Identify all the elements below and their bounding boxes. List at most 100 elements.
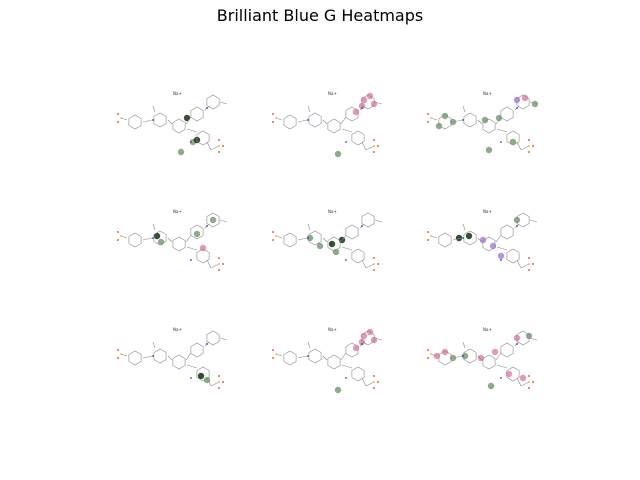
molecule-drawing	[117, 212, 228, 271]
bond	[496, 246, 508, 251]
heteroatom	[427, 349, 429, 351]
aromatic-ring	[206, 330, 220, 346]
bond	[142, 355, 153, 359]
heteroatom	[373, 387, 375, 389]
heteroatom	[345, 377, 347, 379]
counterion-label: Na+	[173, 327, 182, 332]
heteroatom	[373, 269, 375, 271]
heteroatom	[117, 121, 119, 123]
heteroatom	[373, 381, 375, 383]
bond	[529, 337, 538, 341]
heat-spot	[197, 372, 205, 380]
heteroatom	[272, 231, 274, 233]
heat-spot	[497, 252, 505, 260]
aromatic-ring	[196, 366, 210, 382]
bond	[120, 353, 128, 357]
heat-spot	[332, 248, 340, 256]
heat-spot	[455, 234, 463, 242]
heteroatom	[117, 113, 119, 115]
bond	[297, 119, 308, 123]
bond	[322, 355, 328, 361]
heteroatom	[427, 239, 429, 241]
heteroatom	[218, 257, 220, 259]
heteroatom	[218, 145, 220, 147]
bond	[340, 352, 347, 361]
heteroatom	[427, 113, 429, 115]
heteroatom	[272, 121, 274, 123]
heteroatom	[528, 381, 530, 383]
bond	[307, 341, 311, 349]
bond	[167, 355, 173, 361]
bond	[142, 237, 153, 241]
heteroatom	[152, 237, 154, 239]
heat-spot	[316, 242, 324, 250]
aromatic-ring	[345, 106, 359, 122]
bond	[452, 119, 463, 123]
molecule-drawing	[272, 92, 383, 158]
bond	[186, 364, 198, 369]
bond	[219, 219, 228, 223]
heteroatom	[117, 349, 119, 351]
bond	[462, 223, 466, 231]
heat-spot	[334, 150, 342, 158]
heteroatom	[373, 139, 375, 141]
bond	[496, 128, 508, 133]
aromatic-ring	[516, 330, 530, 346]
heat-spot	[521, 94, 529, 102]
heteroatom	[500, 377, 502, 379]
heteroatom	[345, 259, 347, 261]
heat-spot	[334, 386, 342, 394]
bond	[297, 237, 308, 241]
heat-spot	[358, 338, 366, 346]
heteroatom	[532, 145, 534, 147]
aromatic-ring	[327, 236, 341, 252]
bond	[452, 237, 463, 241]
bond	[374, 337, 383, 341]
heteroatom	[206, 107, 208, 109]
heteroatom	[427, 231, 429, 233]
bond	[219, 101, 228, 105]
heteroatom	[206, 225, 208, 227]
aromatic-ring	[206, 212, 220, 228]
heteroatom	[427, 121, 429, 123]
aromatic-ring	[438, 350, 452, 366]
aromatic-ring	[128, 114, 142, 130]
aromatic-ring	[345, 224, 359, 240]
heat-spot	[491, 348, 499, 356]
heteroatom	[528, 375, 530, 377]
heteroatom	[218, 375, 220, 377]
heteroatom	[218, 151, 220, 153]
bond	[495, 116, 502, 125]
heteroatom	[500, 259, 502, 261]
heteroatom	[190, 141, 192, 143]
aromatic-ring	[308, 230, 322, 246]
bond	[365, 145, 375, 151]
bond	[516, 141, 522, 151]
heatmap-panel-r3c1: Na+	[115, 328, 235, 408]
heatmap-panel-r2c1: Na+	[115, 210, 235, 290]
heat-spot	[509, 138, 517, 146]
heatmap-panel-r1c1: Na+	[115, 92, 235, 172]
heteroatom	[430, 353, 432, 355]
aromatic-ring	[128, 350, 142, 366]
heteroatom	[532, 381, 534, 383]
bond	[322, 119, 328, 125]
bond	[275, 117, 283, 121]
bond	[322, 237, 328, 243]
aromatic-ring	[172, 236, 186, 252]
bond	[430, 353, 438, 357]
aromatic-ring	[463, 112, 477, 128]
bond	[495, 234, 502, 243]
bond	[152, 341, 156, 349]
heteroatom	[462, 119, 464, 121]
heteroatom	[516, 343, 518, 345]
bond	[365, 381, 375, 387]
heteroatom	[272, 113, 274, 115]
aromatic-ring	[482, 118, 496, 134]
heat-spot	[358, 102, 366, 110]
bond	[210, 145, 220, 151]
bond	[219, 337, 228, 341]
bond	[120, 117, 128, 121]
aromatic-ring	[190, 106, 204, 122]
aromatic-ring	[308, 348, 322, 364]
